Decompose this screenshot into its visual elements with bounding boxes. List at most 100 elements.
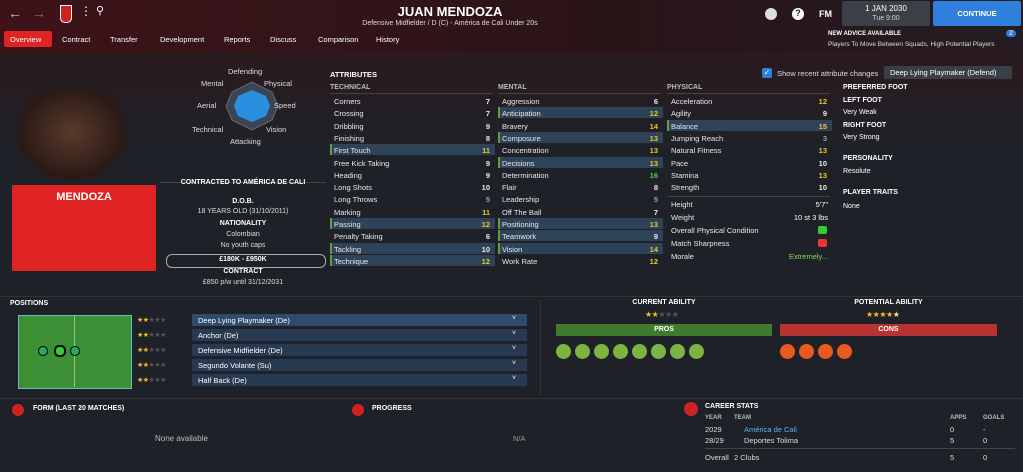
role-name[interactable]: Half Back (De)	[198, 376, 247, 385]
career-header: YEAR	[705, 415, 722, 421]
forward-button[interactable]: →	[32, 5, 46, 21]
key-attribute-bg	[330, 218, 495, 229]
help-icon[interactable]: ?	[792, 8, 804, 20]
career-header: APPS	[950, 415, 967, 421]
career-cell[interactable]: Deportes Tolima	[744, 436, 799, 445]
player-subtitle: Defensive Midfielder / D (C) - América d…	[362, 20, 538, 27]
advice-badge: 2	[1006, 30, 1016, 37]
role-dropdown-label[interactable]: Deep Lying Playmaker (Defend)	[890, 68, 997, 77]
role-name[interactable]: Anchor (De)	[198, 331, 239, 340]
attribute-value: 8	[485, 133, 490, 143]
pro-icon	[670, 344, 685, 359]
role-row	[192, 314, 527, 326]
role-name[interactable]: Deep Lying Playmaker (De)	[198, 316, 290, 325]
show-recent[interactable]: Show recent attribute changes	[777, 69, 879, 78]
role-dropdown[interactable]	[884, 66, 1012, 79]
nav-tab[interactable]: Reports	[224, 35, 251, 44]
pro-icon	[613, 344, 628, 359]
attribute-name: Free Kick Taking	[334, 158, 390, 168]
attribute-value: 13	[649, 133, 658, 143]
position-dot	[54, 345, 66, 357]
career-cell: 2029	[705, 425, 722, 434]
career-icon	[684, 402, 698, 416]
con-icon	[837, 344, 852, 359]
key-attribute-bg	[498, 156, 663, 168]
attribute-value: 13	[818, 146, 827, 156]
wage: £850 p/w until 31/12/2031	[202, 279, 284, 286]
side-personality: PERSONALITY	[843, 155, 893, 162]
advice-title[interactable]: NEW ADVICE AVAILABLE	[828, 31, 901, 37]
attribute-value: 12	[818, 97, 827, 106]
divider	[0, 398, 1023, 399]
pro-icon	[556, 344, 571, 359]
nav-tab[interactable]: Discuss	[270, 35, 297, 44]
attribute-name: Tackling	[334, 244, 362, 254]
role-row	[192, 344, 527, 356]
nav-tab[interactable]: Development	[160, 35, 205, 44]
status-icon[interactable]	[765, 8, 777, 20]
career-cell[interactable]: América de Cali	[744, 425, 797, 434]
other-name: Height	[671, 200, 693, 209]
other-value: 10 st 3 lbs	[793, 213, 828, 222]
menu-icon[interactable]: ⋮	[80, 4, 92, 18]
career-title[interactable]: CAREER STATS	[705, 403, 759, 410]
role-dropdown-arrow: ˅	[512, 330, 517, 337]
radar-area	[234, 90, 270, 122]
heading-line	[498, 93, 661, 94]
career-cell: 0	[983, 453, 988, 462]
attribute-value: 7	[485, 109, 490, 119]
other-name: Weight	[671, 213, 695, 222]
contract-club: CONTRACTED TO AMÉRICA DE CALI	[180, 179, 306, 186]
attribute-value: 7	[485, 97, 490, 106]
heading-line	[667, 93, 830, 94]
role-name[interactable]: Defensive Midfielder (De)	[198, 346, 283, 355]
nav-tab[interactable]: History	[376, 35, 400, 44]
attribute-name: Jumping Reach	[671, 133, 724, 143]
radar-label: Aerial	[197, 101, 217, 110]
attribute-value: 8	[653, 183, 658, 193]
career-cell: 0	[950, 425, 955, 434]
back-button[interactable]: ←	[8, 5, 22, 21]
dob-label: D.O.B.	[232, 198, 254, 205]
role-name[interactable]: Segundo Volante (Su)	[198, 361, 272, 370]
date-box[interactable]	[842, 1, 930, 26]
career-cell: 2 Clubs	[734, 453, 760, 462]
nav-active-bg	[4, 31, 52, 47]
role-stars: ★★★★★	[137, 377, 166, 384]
attribute-name: Composure	[502, 133, 541, 143]
contract-label: CONTRACT	[223, 268, 263, 275]
radar-label: Defending	[228, 67, 263, 76]
attribute-value: 14	[649, 121, 658, 131]
search-icon[interactable]: ⚲	[96, 5, 105, 17]
attribute-value: 10	[481, 183, 490, 193]
attribute-value: 9	[653, 232, 658, 242]
side-traits: PLAYER TRAITS	[843, 189, 898, 196]
key-attribute-bg	[498, 107, 663, 119]
pros: PROS	[654, 326, 674, 333]
key-attribute-bg	[498, 131, 663, 143]
checkbox[interactable]: ✓	[762, 68, 772, 78]
pro-icon	[594, 344, 609, 359]
nav-tab[interactable]: Contract	[62, 35, 91, 44]
career-cell: 0	[983, 436, 988, 445]
progress-title[interactable]: PROGRESS	[372, 405, 412, 412]
nav-tab[interactable]: Overview	[10, 35, 42, 44]
key-attribute-bg	[330, 144, 495, 156]
role-stars: ★★★★★	[137, 332, 166, 339]
nav-tab[interactable]: Transfer	[110, 35, 138, 44]
fm-button[interactable]: FM	[819, 9, 832, 19]
attribute-name: Passing	[334, 220, 361, 229]
club-badge[interactable]	[60, 5, 72, 23]
advice-text[interactable]: Players To Move Between Squads, High Pot…	[828, 41, 995, 48]
other-name: Match Sharpness	[671, 239, 730, 248]
player-photo	[12, 90, 132, 185]
form-title[interactable]: FORM (LAST 20 MATCHES)	[33, 405, 125, 412]
continue-button[interactable]	[933, 1, 1021, 26]
attribute-value: 7	[653, 207, 658, 217]
role-dropdown-arrow: ˅	[512, 360, 517, 367]
attribute-value: 15	[818, 121, 827, 131]
attribute-name: Aggression	[502, 97, 540, 106]
radar-label: Speed	[274, 101, 296, 110]
nav-tab[interactable]: Comparison	[318, 35, 359, 44]
attribute-name: First Touch	[334, 146, 371, 156]
